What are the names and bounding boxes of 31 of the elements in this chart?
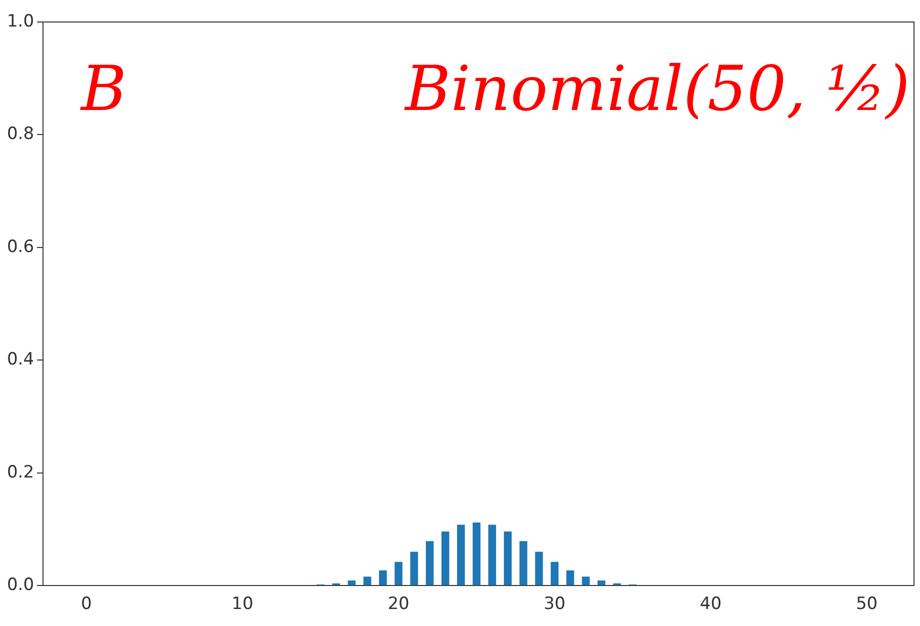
x-tick-label: 10 xyxy=(232,594,254,614)
x-tick-label: 20 xyxy=(388,594,410,614)
bar xyxy=(457,524,465,586)
y-tick-label: 0.8 xyxy=(6,124,34,144)
annotation: Binomial(50, ½) xyxy=(404,52,910,126)
y-tick-label: 0.0 xyxy=(6,575,34,596)
x-tick-label: 30 xyxy=(544,594,566,614)
x-tick-label: 0 xyxy=(80,594,92,614)
x-tick-label: 50 xyxy=(856,594,878,614)
bar xyxy=(598,580,606,586)
bar xyxy=(566,570,574,586)
bar xyxy=(426,541,434,586)
bar xyxy=(348,580,356,586)
y-tick-label: 0.4 xyxy=(6,350,34,370)
y-tick-label: 0.6 xyxy=(6,236,34,257)
bar xyxy=(441,531,450,586)
y-tick-label: 0.2 xyxy=(6,462,34,482)
bar xyxy=(519,541,528,586)
y-tick-label: 1.0 xyxy=(6,11,34,32)
bar xyxy=(363,576,372,586)
bar xyxy=(488,524,496,586)
bar xyxy=(550,562,559,586)
bar xyxy=(410,552,418,586)
bar xyxy=(535,552,543,586)
bar xyxy=(582,576,590,586)
bar xyxy=(394,562,402,586)
annotation: B xyxy=(80,52,127,126)
bar xyxy=(379,570,387,586)
bar xyxy=(472,522,480,586)
bar xyxy=(504,531,512,586)
x-tick-label: 40 xyxy=(700,594,722,614)
